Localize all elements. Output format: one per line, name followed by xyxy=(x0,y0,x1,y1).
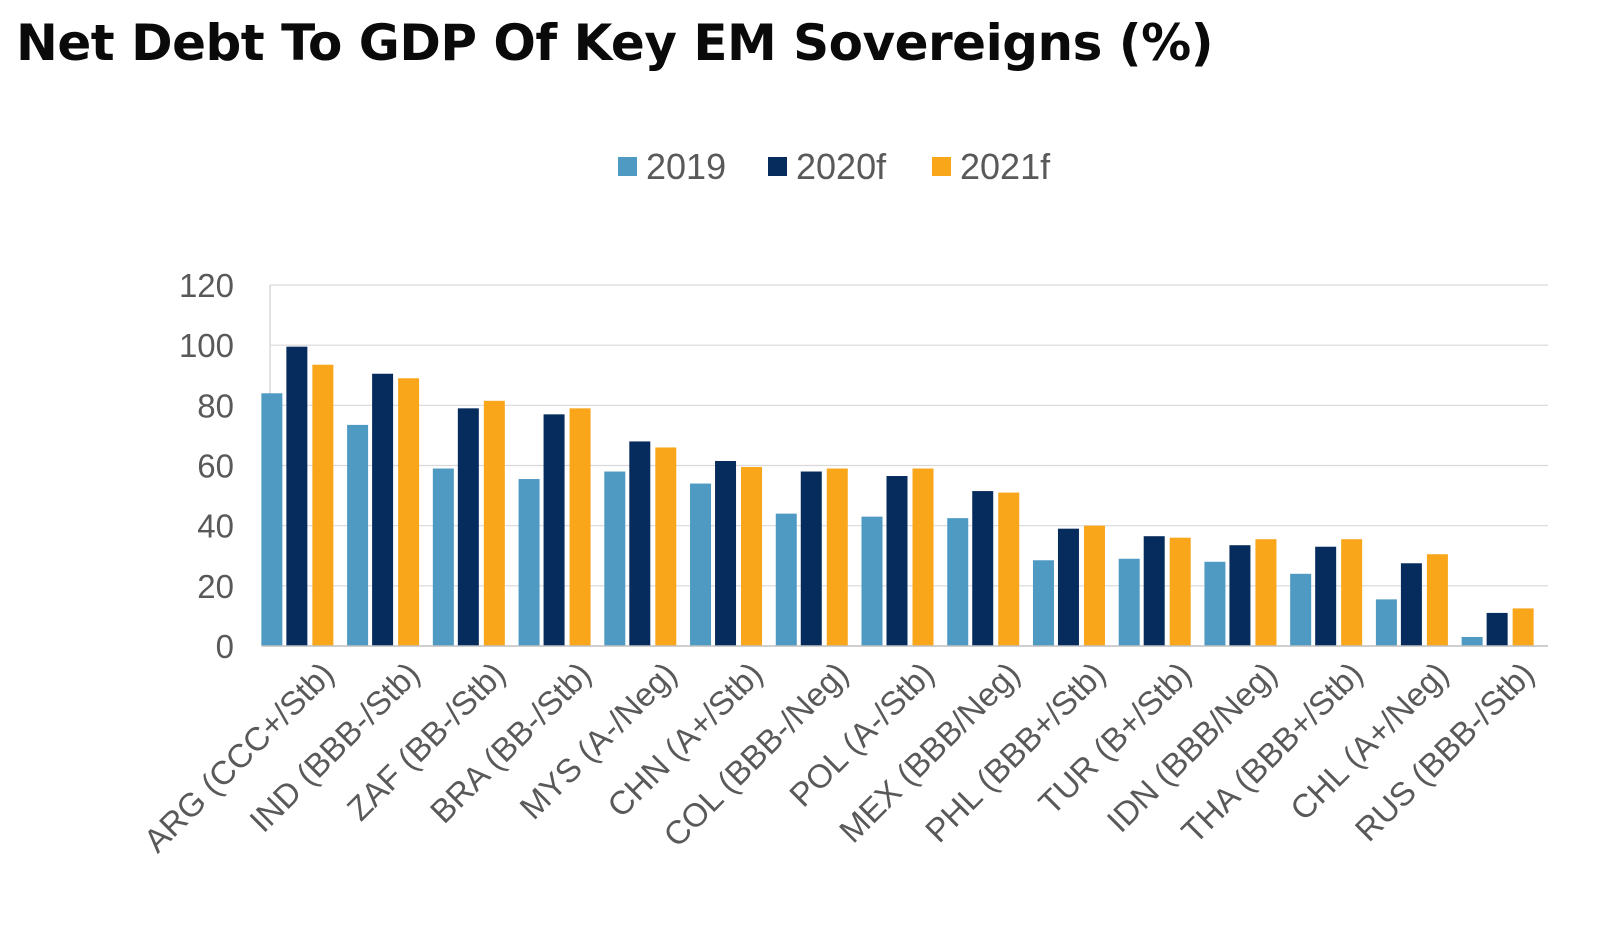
bar-2021f xyxy=(483,400,505,646)
bar-2020f xyxy=(629,441,651,646)
legend-item: 2019 xyxy=(618,146,726,187)
y-tick-label: 40 xyxy=(197,508,234,545)
bar-2020f xyxy=(1315,546,1337,646)
bar-2020f xyxy=(286,346,308,646)
bar-2021f xyxy=(569,408,591,646)
gridlines xyxy=(270,284,1548,587)
bar-2019 xyxy=(604,471,626,646)
bar-2019 xyxy=(1204,561,1226,646)
bar-2021f xyxy=(655,447,677,646)
bar-2020f xyxy=(886,476,908,646)
chart-title: Net Debt To GDP Of Key EM Sovereigns (%) xyxy=(16,14,1214,72)
bar-2019 xyxy=(1461,636,1483,646)
bar-2021f xyxy=(1169,537,1191,646)
bar-2020f xyxy=(1229,545,1251,646)
bar-2019 xyxy=(861,516,883,646)
legend-label: 2020f xyxy=(796,146,887,187)
y-tick-label: 60 xyxy=(197,448,234,485)
bar-2020f xyxy=(1400,563,1422,646)
y-tick-label: 100 xyxy=(179,327,234,364)
legend-swatch xyxy=(768,157,787,176)
bar-2021f xyxy=(1255,539,1277,646)
bar-2019 xyxy=(347,424,369,646)
y-tick-label: 20 xyxy=(197,568,234,605)
bar-2020f xyxy=(800,471,822,646)
bar-2019 xyxy=(1032,560,1054,646)
bar-2020f xyxy=(1143,536,1165,646)
bar-2021f xyxy=(912,468,934,646)
bar-2019 xyxy=(775,513,797,646)
bar-2020f xyxy=(543,414,565,646)
bar-2021f xyxy=(826,468,848,646)
bar-2019 xyxy=(261,393,283,646)
bar-2020f xyxy=(372,373,394,646)
legend-label: 2021f xyxy=(960,146,1051,187)
legend-item: 2020f xyxy=(768,146,887,187)
bar-2019 xyxy=(1375,599,1397,646)
legend-item: 2021f xyxy=(932,146,1051,187)
bars xyxy=(261,346,1534,646)
bar-2020f xyxy=(457,408,479,646)
bar-2021f xyxy=(1512,608,1534,646)
y-tick-label: 0 xyxy=(216,628,234,665)
legend-swatch xyxy=(618,157,637,176)
bar-2019 xyxy=(432,468,454,646)
legend-swatch xyxy=(932,157,951,176)
y-axis: 0 20 40 60 80 100 120 xyxy=(179,267,271,665)
bar-2021f xyxy=(741,467,763,646)
bar-2021f xyxy=(1426,554,1448,646)
bar-2019 xyxy=(947,518,969,646)
bar-2021f xyxy=(998,492,1020,646)
bar-2019 xyxy=(1118,558,1140,646)
bar-2021f xyxy=(398,378,420,646)
bar-2020f xyxy=(1486,612,1508,646)
bar-2021f xyxy=(312,364,334,646)
legend: 2019 2020f 2021f xyxy=(618,146,1051,187)
legend-label: 2019 xyxy=(646,146,726,187)
bar-2020f xyxy=(972,491,994,646)
y-tick-label: 80 xyxy=(197,387,234,424)
y-tick-label: 120 xyxy=(179,267,234,304)
bar-2021f xyxy=(1083,525,1105,646)
bar-2021f xyxy=(1341,539,1363,646)
bar-2020f xyxy=(1057,528,1079,646)
bar-2019 xyxy=(1290,573,1312,646)
bar-2019 xyxy=(518,479,540,646)
bar-2019 xyxy=(690,483,712,646)
x-axis: ARG (CCC+/Stb)IND (BBB-/Stb)ZAF (BB-/Stb… xyxy=(136,645,1548,859)
bar-2020f xyxy=(715,460,737,646)
